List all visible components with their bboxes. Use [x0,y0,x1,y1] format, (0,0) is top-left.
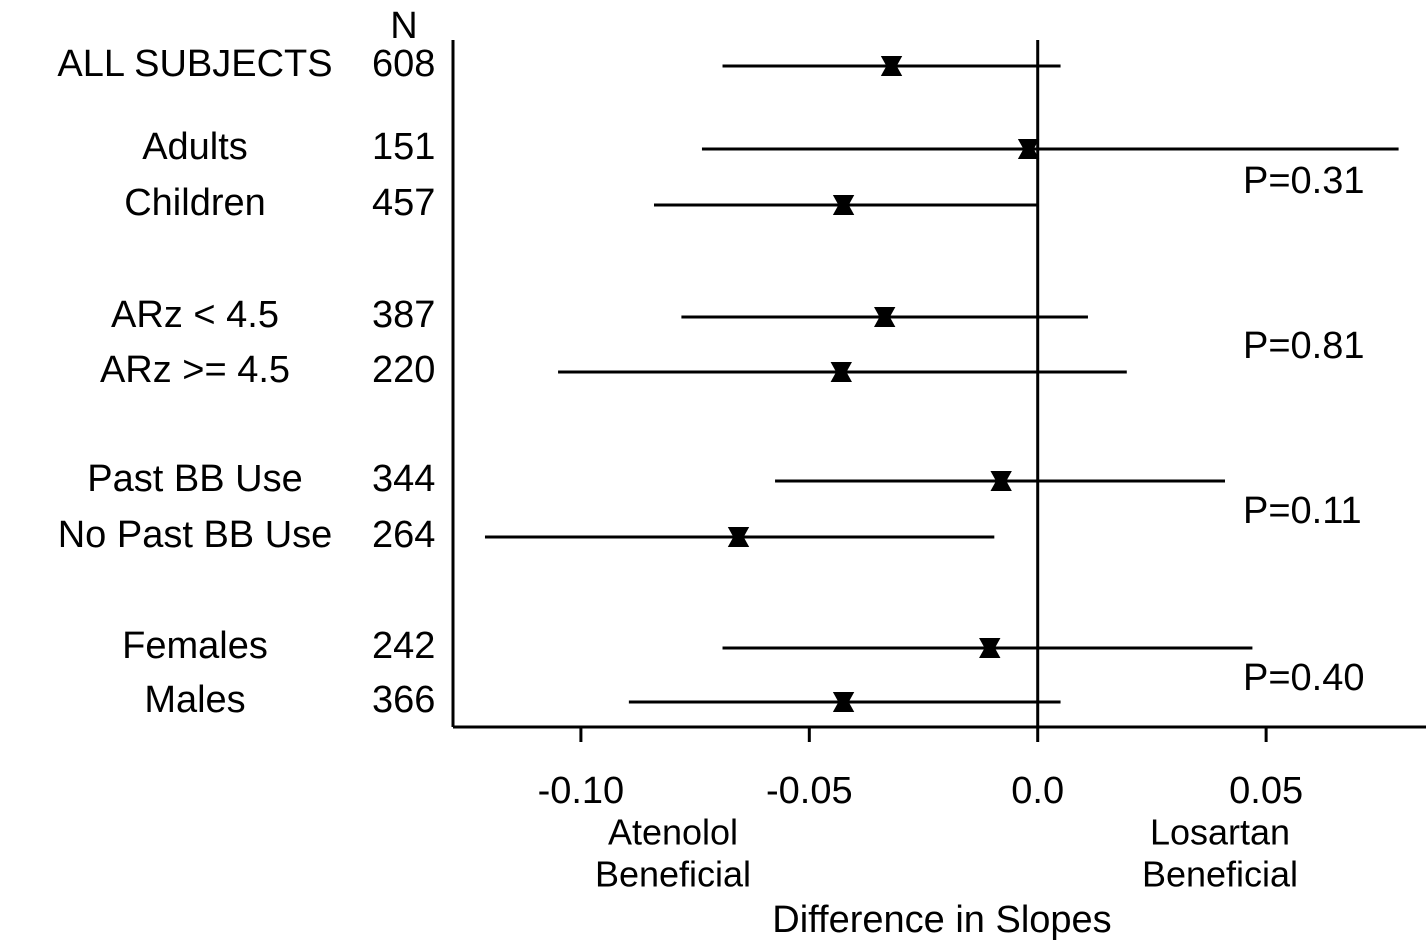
row-label: Females [122,625,268,667]
estimate-marker [880,56,903,76]
n-value: 366 [372,679,435,721]
row-label: Past BB Use [87,458,302,500]
p-value: P=0.40 [1243,657,1365,699]
n-value: 151 [372,126,435,168]
n-value: 242 [372,625,435,667]
x-tick-label: -0.10 [538,770,625,812]
row-label: Children [124,182,266,224]
x-tick-label: 0.0 [1011,770,1064,812]
row-label: ARz < 4.5 [111,294,279,336]
n-value: 220 [372,349,435,391]
left-note: Atenolol [608,812,738,853]
left-note: Beneficial [595,854,751,895]
x-tick-label: 0.05 [1229,770,1303,812]
estimate-marker [832,195,855,215]
n-value: 264 [372,514,435,556]
row-label: ARz >= 4.5 [100,349,290,391]
estimate-marker [830,362,852,382]
n-header: N [390,5,417,47]
x-tick-label: -0.05 [766,770,853,812]
row-label: Males [144,679,245,721]
n-value: 608 [372,43,435,85]
estimate-marker [1017,139,1040,159]
estimate-marker [990,471,1012,491]
n-value: 457 [372,182,435,224]
n-value: 344 [372,458,435,500]
p-value: P=0.31 [1243,160,1365,202]
estimate-marker [873,307,896,327]
row-label: ALL SUBJECTS [57,43,332,85]
x-axis-label: Difference in Slopes [772,899,1111,941]
p-value: P=0.81 [1243,325,1365,367]
right-note: Beneficial [1142,854,1298,895]
estimate-marker [979,638,1001,658]
estimate-marker [832,692,855,712]
estimate-marker [727,527,750,547]
row-label: Adults [142,126,248,168]
n-value: 387 [372,294,435,336]
p-value: P=0.11 [1243,490,1362,532]
row-label: No Past BB Use [58,514,333,556]
right-note: Losartan [1150,812,1290,853]
